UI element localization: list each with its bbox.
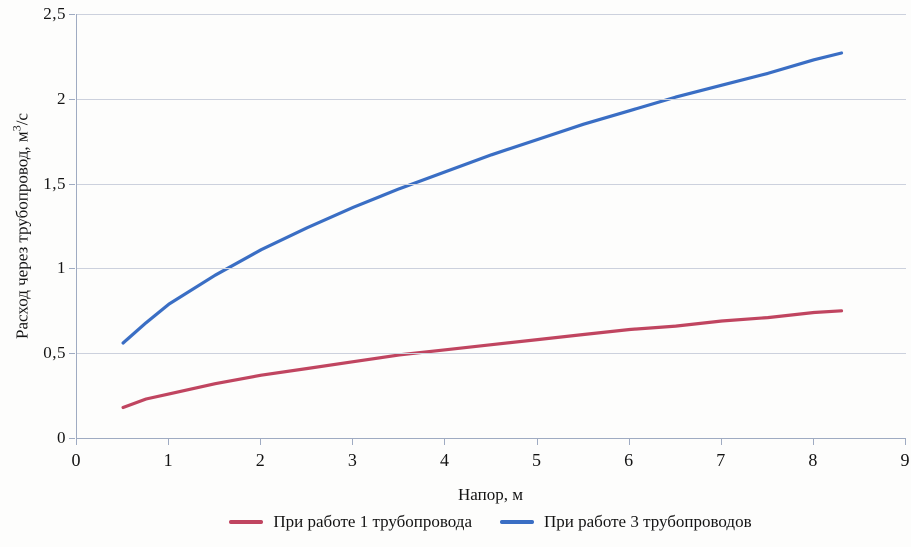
x-tick-label: 3: [347, 450, 357, 470]
y-tick-label: 0: [57, 428, 66, 447]
gridline-y: [77, 268, 906, 270]
legend: При работе 1 трубопровода При работе 3 тр…: [76, 512, 905, 532]
y-tick-label: 1,5: [43, 173, 66, 193]
series-line: [121, 309, 844, 410]
y-axis-title-superscript: 3: [9, 125, 24, 132]
y-axis-title-text: Расход через трубопровод, м: [12, 131, 32, 339]
y-tick-label: 2,5: [43, 4, 66, 23]
series-line: [121, 51, 844, 345]
x-tick-mark: [720, 439, 722, 445]
x-tick-label: 8: [808, 450, 818, 470]
x-tick-label: 7: [716, 450, 726, 470]
y-axis-title: Расход через трубопровод, м3/с: [10, 113, 33, 339]
x-tick-label: 1: [163, 450, 173, 470]
x-tick-label: 0: [71, 450, 81, 470]
y-tick-mark: [69, 353, 75, 355]
x-tick-label: 9: [900, 450, 910, 470]
x-tick-label: 2: [255, 450, 265, 470]
gridline-y: [77, 98, 906, 100]
x-tick-mark: [536, 439, 538, 445]
x-tick-mark: [352, 439, 354, 445]
legend-line-marker: [500, 520, 534, 524]
legend-item: При работе 3 трубопроводов: [500, 512, 752, 532]
x-tick-mark: [444, 439, 446, 445]
gridline-y: [77, 353, 906, 355]
series-lines: [121, 51, 844, 410]
x-tick-mark: [260, 439, 262, 445]
gridline-y: [77, 14, 906, 15]
y-tick-mark: [69, 14, 75, 15]
y-tick-mark: [69, 438, 75, 439]
y-tick-mark: [69, 183, 75, 185]
x-axis-title: Напор, м: [458, 485, 523, 504]
legend-line-marker: [229, 520, 264, 524]
y-tick-label: 1: [57, 258, 66, 278]
y-tick-label: 0,5: [43, 343, 66, 363]
legend-label: При работе 3 трубопроводов: [544, 512, 752, 531]
x-tick-label: 6: [624, 450, 634, 470]
x-tick-label: 5: [532, 450, 542, 470]
legend-label: При работе 1 трубопровода: [273, 512, 472, 531]
plot-area: [76, 14, 906, 439]
y-tick-mark: [69, 268, 75, 270]
x-tick-mark: [168, 439, 170, 445]
y-axis-title-unit: /с: [12, 113, 32, 126]
x-tick-label: 4: [439, 450, 449, 470]
y-tick-mark: [69, 98, 75, 100]
legend-item: При работе 1 трубопровода: [229, 512, 472, 532]
x-tick-mark: [812, 439, 814, 445]
gridline-y: [77, 183, 906, 185]
x-tick-mark: [628, 439, 630, 445]
x-tick-mark: [76, 439, 77, 445]
y-tick-label: 2: [57, 88, 66, 108]
x-tick-mark: [905, 439, 906, 445]
